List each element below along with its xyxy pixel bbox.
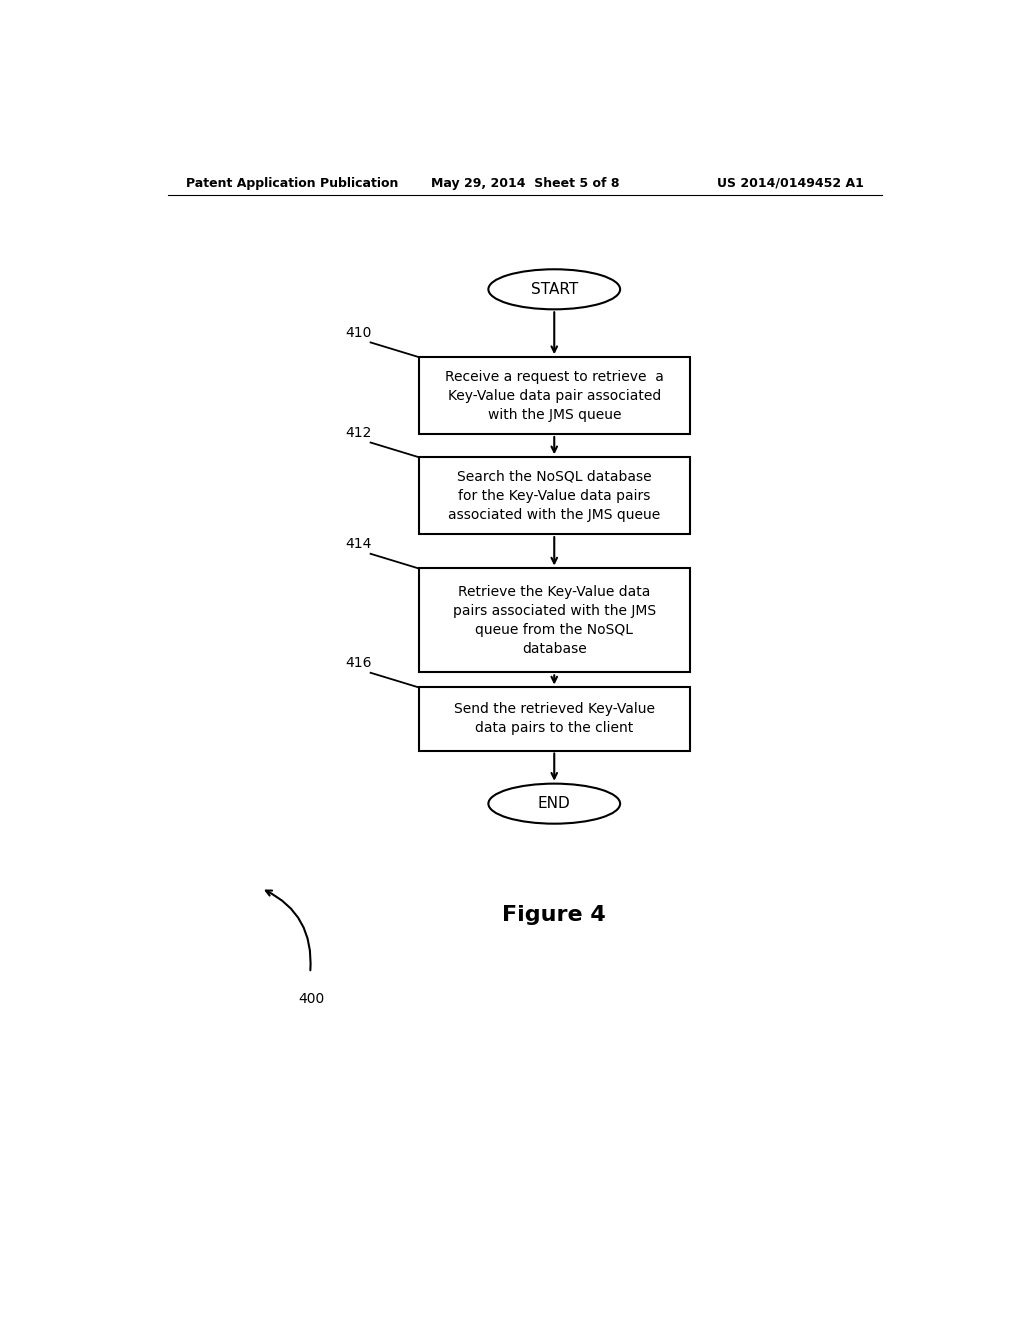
- Text: Retrieve the Key-Value data
pairs associated with the JMS
queue from the NoSQL
d: Retrieve the Key-Value data pairs associ…: [453, 585, 655, 656]
- Text: 416: 416: [345, 656, 372, 671]
- FancyBboxPatch shape: [419, 358, 690, 434]
- Text: END: END: [538, 796, 570, 812]
- Text: 412: 412: [345, 426, 372, 441]
- Text: 414: 414: [345, 537, 372, 552]
- FancyBboxPatch shape: [419, 569, 690, 672]
- Text: Search the NoSQL database
for the Key-Value data pairs
associated with the JMS q: Search the NoSQL database for the Key-Va…: [449, 470, 660, 521]
- Text: Figure 4: Figure 4: [503, 904, 606, 924]
- Text: US 2014/0149452 A1: US 2014/0149452 A1: [718, 177, 864, 190]
- Text: May 29, 2014  Sheet 5 of 8: May 29, 2014 Sheet 5 of 8: [430, 177, 620, 190]
- FancyBboxPatch shape: [419, 688, 690, 751]
- Ellipse shape: [488, 784, 621, 824]
- Text: 400: 400: [299, 991, 325, 1006]
- Text: Patent Application Publication: Patent Application Publication: [186, 177, 398, 190]
- Text: Receive a request to retrieve  a
Key-Value data pair associated
with the JMS que: Receive a request to retrieve a Key-Valu…: [444, 370, 664, 421]
- Ellipse shape: [488, 269, 621, 309]
- Text: START: START: [530, 281, 578, 297]
- FancyBboxPatch shape: [419, 457, 690, 535]
- Text: Send the retrieved Key-Value
data pairs to the client: Send the retrieved Key-Value data pairs …: [454, 702, 654, 735]
- Text: 410: 410: [345, 326, 372, 341]
